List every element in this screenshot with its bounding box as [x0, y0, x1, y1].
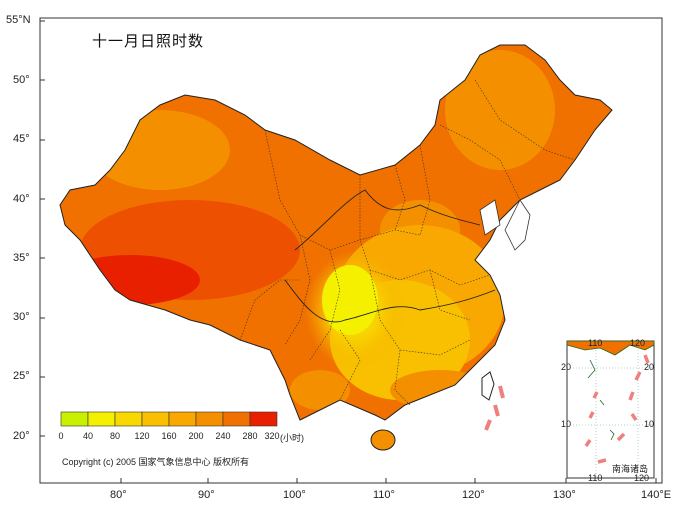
- lat-label-40: 40°: [13, 193, 30, 205]
- lat-label-45: 45°: [13, 133, 30, 145]
- lon-ticks: [120, 478, 657, 483]
- legend-swatch-7: [249, 411, 278, 427]
- legend-swatch-4: [168, 411, 197, 427]
- lat-ticks: [40, 20, 45, 437]
- taiwan-island: [481, 371, 495, 401]
- inset-top-label-120: 120: [630, 338, 646, 348]
- lon-label-90: 90°: [198, 489, 215, 501]
- legend-swatch-3: [141, 411, 170, 427]
- copyright-notice: Copyright (c) 2005 国家气象信息中心 版权所有: [62, 457, 250, 467]
- inset-left-label-10: 10: [561, 419, 572, 429]
- legend-value-160: 160: [161, 431, 177, 441]
- lon-label-140: 140°E: [641, 489, 672, 501]
- boundary-dashes: [484, 385, 505, 431]
- inset-left-label-20: 20: [561, 362, 572, 372]
- legend-swatch-5: [195, 411, 224, 427]
- lon-label-100: 100°: [283, 489, 306, 501]
- legend-value-280: 280: [242, 431, 258, 441]
- legend-swatch-1: [87, 411, 116, 427]
- inset-bottom-label-110: 110: [588, 473, 603, 483]
- inset-top-label-110: 110: [588, 338, 603, 348]
- inset-right-label-20: 20: [644, 362, 655, 372]
- lat-label-25: 25°: [13, 370, 30, 382]
- inset-caption: 南海诸岛: [612, 464, 649, 474]
- lat-label-35: 35°: [13, 252, 30, 264]
- map-title: 十一月日照时数: [92, 33, 205, 50]
- province-boundaries: [239, 79, 576, 406]
- legend-swatch-6: [222, 411, 251, 427]
- legend-value-320: 320: [264, 431, 280, 441]
- rivers: [284, 189, 496, 323]
- legend-value-120: 120: [134, 431, 150, 441]
- legend-swatch-0: [60, 411, 89, 427]
- inset-right-label-10: 10: [644, 419, 655, 429]
- china-landmass: [60, 45, 612, 420]
- lon-label-110: 110°: [373, 489, 395, 501]
- korea-outline: [504, 199, 531, 251]
- lat-label-50: 50°: [13, 74, 30, 86]
- legend-unit: (小时): [280, 433, 304, 443]
- legend-swatch-2: [114, 411, 143, 427]
- hainan-island: [370, 429, 396, 451]
- legend-value-40: 40: [82, 431, 94, 441]
- lon-label-120: 120°: [462, 489, 485, 501]
- legend-value-0: 0: [58, 431, 64, 441]
- legend-value-200: 200: [188, 431, 204, 441]
- bohai-outline: [479, 199, 501, 236]
- legend-bar: [60, 411, 278, 427]
- lon-label-80: 80°: [110, 489, 127, 501]
- map-frame: [39, 17, 663, 484]
- legend-value-240: 240: [215, 431, 231, 441]
- legend-value-80: 80: [109, 431, 121, 441]
- inset-bottom-label-120: 120: [634, 473, 650, 483]
- lat-label-30: 30°: [13, 311, 30, 323]
- lat-label-55: 55°N: [6, 14, 31, 26]
- south-china-sea-inset: [566, 340, 655, 479]
- lat-label-20: 20°: [13, 430, 30, 442]
- lon-label-130: 130°: [553, 489, 576, 501]
